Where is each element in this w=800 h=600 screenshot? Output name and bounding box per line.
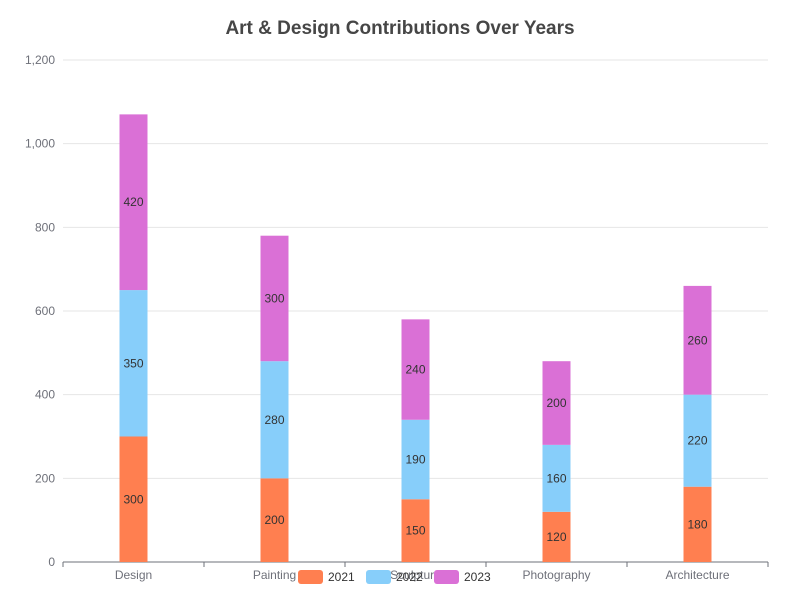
y-tick-label: 600	[35, 304, 55, 318]
bar-segment[interactable]	[119, 290, 148, 437]
y-tick-label: 200	[35, 471, 55, 485]
legend-label[interactable]: 2023	[464, 570, 491, 584]
y-tick-label: 800	[35, 220, 55, 234]
bar-data-label: 180	[687, 517, 707, 531]
bar-segment[interactable]	[260, 478, 289, 562]
x-tick-label: Painting	[253, 568, 296, 582]
bar-segment[interactable]	[119, 436, 148, 563]
legend: 2021 2022 2023	[298, 570, 491, 584]
bar-segment[interactable]	[401, 499, 430, 562]
bars-layer	[119, 114, 712, 563]
y-tick-label: 0	[48, 555, 55, 569]
legend-label[interactable]: 2021	[328, 570, 355, 584]
chart-title: Art & Design Contributions Over Years	[225, 18, 575, 39]
bar-data-label: 200	[546, 396, 566, 410]
legend-swatch[interactable]	[298, 570, 323, 584]
bar-data-label: 190	[405, 453, 425, 467]
x-tick-label: Photography	[522, 568, 590, 582]
x-tick-label: Sculpture	[390, 568, 441, 582]
x-tick-label: Architecture	[665, 568, 729, 582]
bar-segment[interactable]	[119, 114, 148, 291]
legend-label[interactable]: 2022	[396, 570, 423, 584]
bar-segment[interactable]	[542, 444, 571, 512]
x-tick-label: Design	[115, 568, 152, 582]
legend-swatch[interactable]	[434, 570, 459, 584]
bar-data-label: 280	[264, 413, 284, 427]
bar-segment[interactable]	[401, 419, 430, 500]
y-tick-label: 1,000	[25, 137, 55, 151]
bar-data-label: 260	[687, 333, 707, 347]
y-tick-label: 400	[35, 388, 55, 402]
bar-data-label: 300	[264, 291, 284, 305]
bar-segment[interactable]	[683, 486, 712, 562]
bar-segment[interactable]	[683, 285, 712, 395]
bar-data-label: 160	[546, 471, 566, 485]
bar-data-label: 200	[264, 513, 284, 527]
bar-data-label: 300	[123, 492, 143, 506]
bar-data-label: 350	[123, 356, 143, 370]
legend-swatch[interactable]	[366, 570, 391, 584]
bar-data-label: 420	[123, 195, 143, 209]
bar-segment[interactable]	[683, 394, 712, 487]
bar-segment[interactable]	[401, 319, 430, 420]
bar-data-label: 120	[546, 530, 566, 544]
bar-segment[interactable]	[260, 235, 289, 362]
bar-data-label: 220	[687, 434, 707, 448]
bar-data-label: 240	[405, 363, 425, 377]
bar-data-label: 150	[405, 524, 425, 538]
bar-segment[interactable]	[260, 361, 289, 479]
bar-segment[interactable]	[542, 361, 571, 445]
labels-layer: 300 350 420 200 280 300 150 190 240 120 160 200 180 2…	[123, 195, 707, 544]
axis-layer: 0 200 400 600 800 1,000 1,200 Design Painting Scu…	[25, 53, 769, 582]
y-tick-label: 1,200	[25, 53, 55, 67]
bar-segment[interactable]	[542, 511, 571, 562]
